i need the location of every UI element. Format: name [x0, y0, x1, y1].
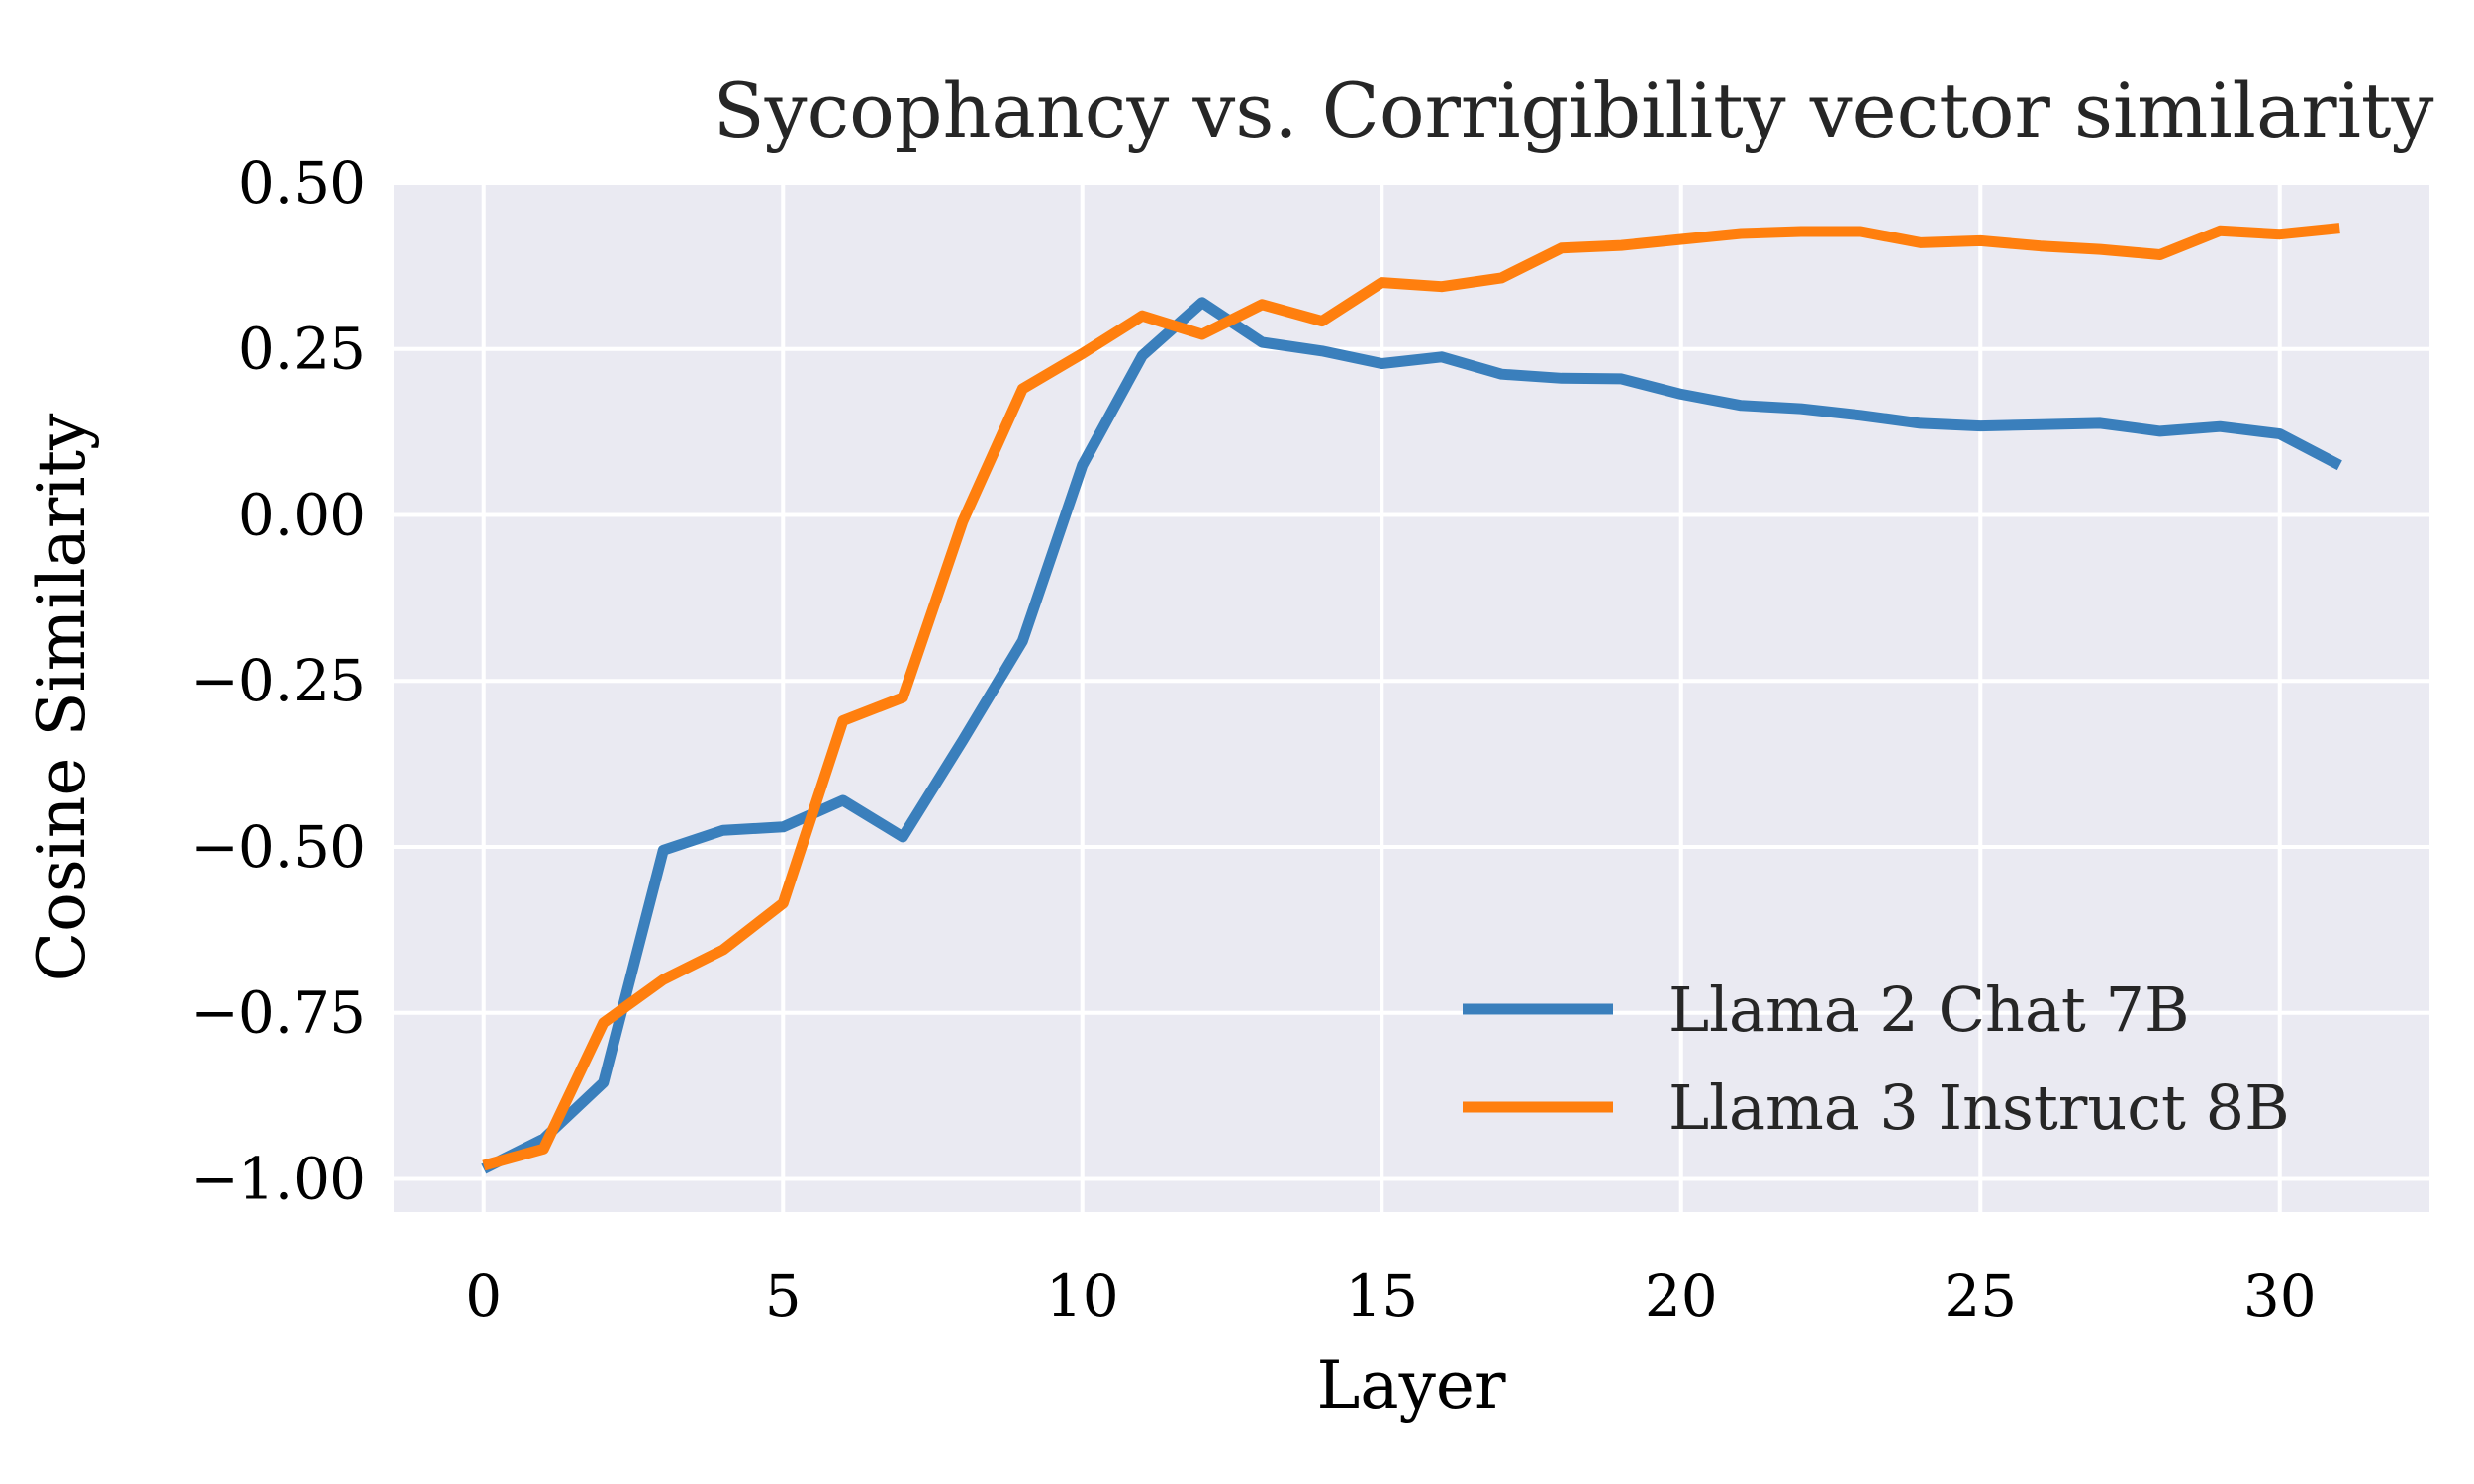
x-tick-label: 25 — [1944, 1262, 2017, 1330]
y-axis-ticks: 0.50 0.25 0.00 −0.25 −0.50 −0.75 −1.00 — [190, 149, 366, 1212]
y-tick-label: 0.00 — [238, 481, 366, 548]
y-tick-label: −0.25 — [190, 647, 366, 714]
x-axis-ticks: 0 5 10 15 20 25 30 — [465, 1262, 2316, 1330]
grid-lines — [394, 181, 2429, 1212]
series-line-1 — [481, 297, 2342, 1174]
y-axis-label: Cosine Similarity — [24, 413, 100, 981]
series-lines — [481, 223, 2342, 1174]
legend-label: Llama 2 Chat 7B — [1668, 974, 2190, 1046]
plot-area — [394, 183, 2429, 1212]
y-tick-label: −0.75 — [190, 979, 366, 1047]
y-tick-label: −1.00 — [190, 1145, 366, 1212]
y-tick-label: 0.25 — [238, 316, 366, 383]
x-tick-label: 0 — [465, 1262, 502, 1330]
y-tick-label: −0.50 — [190, 813, 366, 881]
series-line-2 — [482, 223, 2340, 1171]
x-tick-label: 15 — [1345, 1262, 1418, 1330]
x-tick-label: 30 — [2243, 1262, 2317, 1330]
x-tick-label: 5 — [765, 1262, 802, 1330]
x-axis-label: Layer — [1316, 1347, 1506, 1424]
chart-title: Sycophancy vs. Corrigibility vector simi… — [714, 66, 2434, 154]
legend-label: Llama 3 Instruct 8B — [1668, 1071, 2290, 1144]
y-tick-label: 0.50 — [238, 149, 366, 217]
legend: Llama 2 Chat 7B Llama 3 Instruct 8B — [1463, 974, 2290, 1144]
x-tick-label: 10 — [1046, 1262, 1119, 1330]
x-tick-label: 20 — [1645, 1262, 1718, 1330]
